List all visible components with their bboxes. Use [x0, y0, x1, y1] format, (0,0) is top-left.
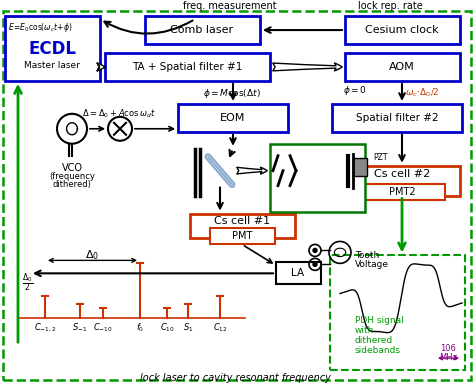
Text: $\frac{\Delta_0}{2}$: $\frac{\Delta_0}{2}$: [22, 271, 33, 294]
Text: $\Delta_0$: $\Delta_0$: [85, 248, 99, 262]
Text: 106: 106: [440, 344, 456, 353]
Text: PMT2: PMT2: [389, 187, 415, 197]
Text: dithered: dithered: [355, 336, 393, 345]
Text: MHz: MHz: [439, 353, 457, 361]
Text: $E\!=\!E_0\cos(\omega_c t\!+\!\phi)$: $E\!=\!E_0\cos(\omega_c t\!+\!\phi)$: [8, 21, 73, 34]
Text: Master laser: Master laser: [24, 62, 80, 70]
Text: $C_{-1,2}$: $C_{-1,2}$: [34, 322, 56, 334]
Bar: [345, 53, 460, 81]
Text: $C_{12}$: $C_{12}$: [213, 322, 228, 334]
Text: Comb laser: Comb laser: [171, 25, 234, 35]
Bar: [353, 158, 367, 176]
Bar: [345, 16, 460, 44]
Text: TA + Spatial filter #1: TA + Spatial filter #1: [132, 62, 242, 72]
Text: dithered): dithered): [53, 180, 91, 189]
Text: AOM: AOM: [389, 62, 415, 72]
Circle shape: [313, 248, 317, 252]
Bar: [345, 166, 460, 195]
Circle shape: [313, 262, 317, 266]
Text: $C_{-10}$: $C_{-10}$: [93, 322, 113, 334]
Text: Voltage: Voltage: [355, 260, 389, 269]
Bar: [270, 144, 365, 212]
Bar: [5, 16, 100, 81]
Text: $S_1$: $S_1$: [183, 322, 193, 334]
Text: $S_{-1}$: $S_{-1}$: [73, 322, 88, 334]
Text: LA: LA: [292, 268, 305, 278]
Text: $\phi=M\cos(\Delta t)$: $\phi=M\cos(\Delta t)$: [203, 87, 261, 100]
Text: PZT: PZT: [373, 153, 388, 162]
Text: sidebands: sidebands: [355, 346, 401, 354]
Text: Cs cell #1: Cs cell #1: [214, 216, 270, 226]
Bar: [360, 183, 445, 200]
Text: freq. measurement: freq. measurement: [183, 1, 277, 11]
Text: Tooth: Tooth: [355, 251, 379, 260]
Bar: [332, 104, 462, 132]
Text: Cs cell #2: Cs cell #2: [374, 169, 430, 179]
Text: Cesium clock: Cesium clock: [365, 25, 439, 35]
Text: PDH signal: PDH signal: [355, 316, 404, 325]
Text: lock laser to cavity resonant frequency: lock laser to cavity resonant frequency: [139, 373, 330, 383]
Text: $\omega_c\!\cdot\!\Delta_0/2$: $\omega_c\!\cdot\!\Delta_0/2$: [405, 87, 439, 99]
Bar: [330, 255, 465, 370]
Bar: [276, 262, 321, 284]
Text: PMT: PMT: [232, 231, 252, 241]
Bar: [190, 214, 295, 238]
Text: Spatial filter #2: Spatial filter #2: [356, 113, 438, 123]
Text: $\phi=0$: $\phi=0$: [343, 84, 367, 98]
Bar: [105, 53, 270, 81]
Bar: [210, 228, 275, 245]
Text: EOM: EOM: [220, 113, 246, 123]
Text: $\Delta=\Delta_0+A\cos\omega_d t$: $\Delta=\Delta_0+A\cos\omega_d t$: [82, 108, 156, 120]
Text: $C_{10}$: $C_{10}$: [160, 322, 174, 334]
Text: ECDL: ECDL: [28, 40, 76, 58]
Text: $f_0$: $f_0$: [136, 322, 144, 334]
Text: (frequency: (frequency: [49, 172, 95, 181]
Bar: [178, 104, 288, 132]
Text: VCO: VCO: [62, 163, 82, 173]
Text: with: with: [355, 326, 374, 335]
Bar: [145, 16, 260, 44]
Text: lock rep. rate: lock rep. rate: [357, 1, 422, 11]
